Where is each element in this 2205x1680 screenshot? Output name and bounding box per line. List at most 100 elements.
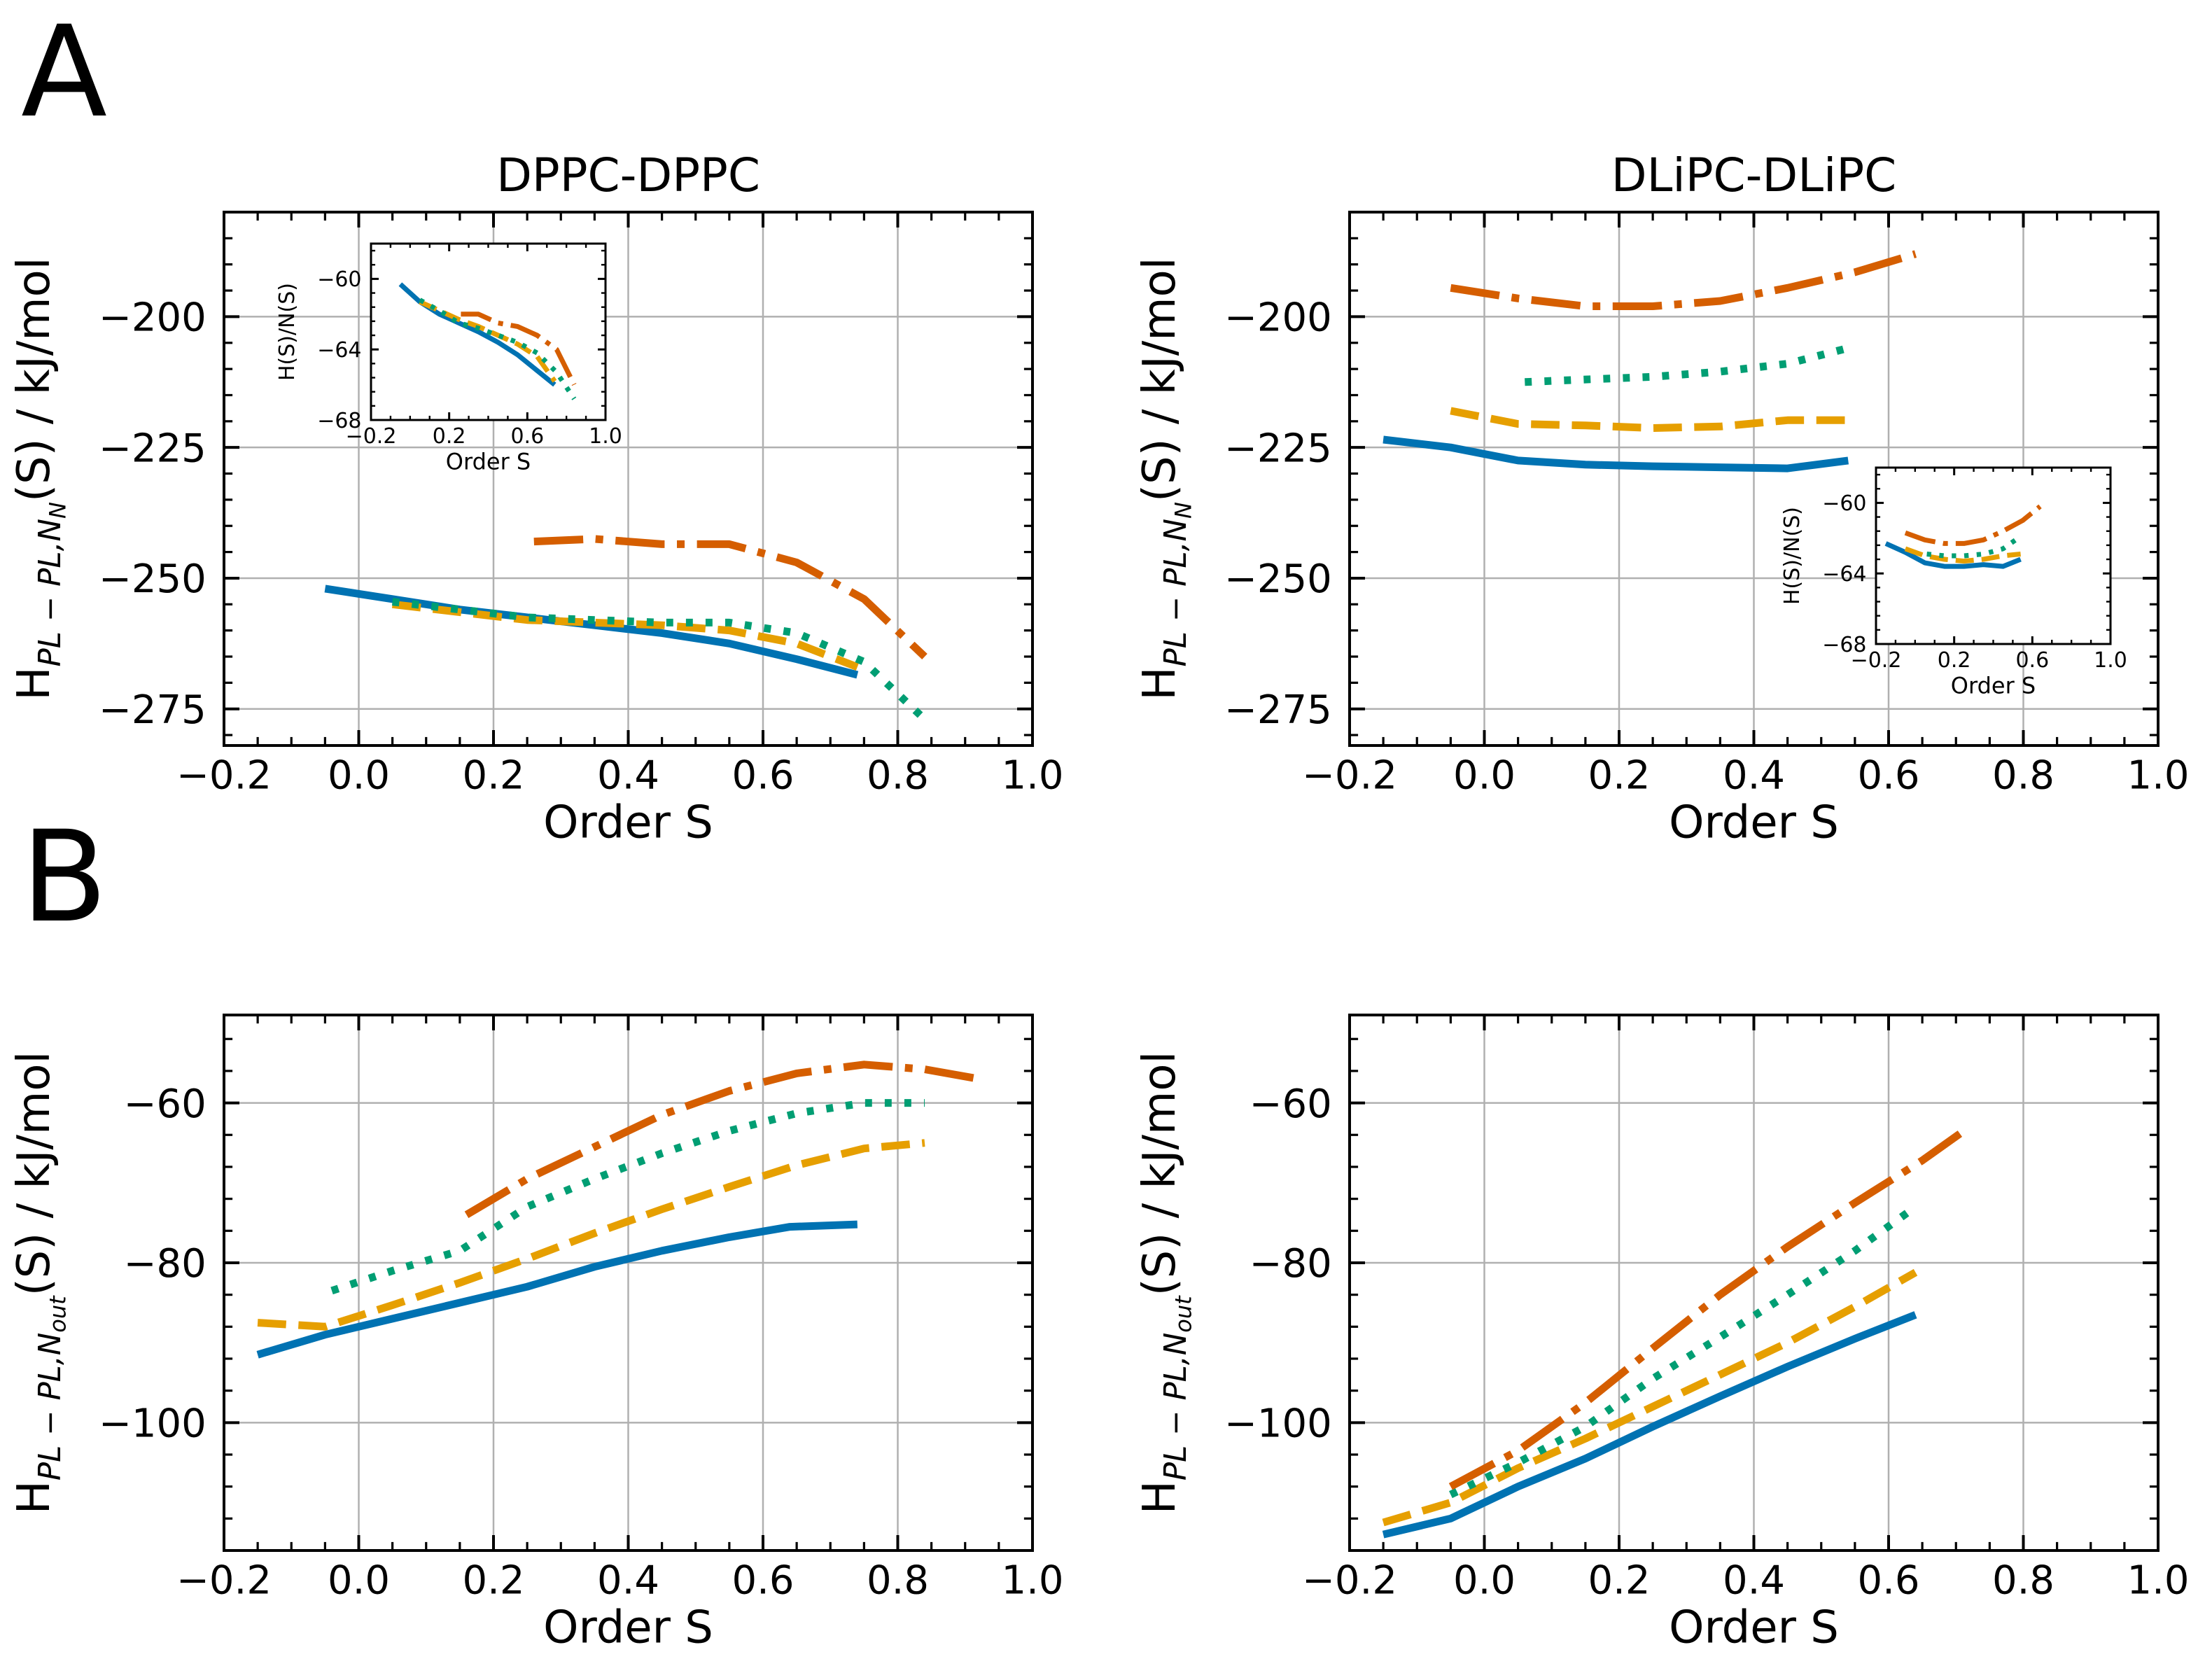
x-axis-label: Order S (1951, 673, 2036, 699)
x-axis-label: Order S (1669, 797, 1839, 849)
x-tick-label: 0.6 (732, 753, 794, 799)
x-tick-label: −0.2 (176, 1558, 272, 1604)
charts-group: −0.2 0.0 0.2 0.4 0.6 0.8 1.0 −275 −250 −225 −200 Or… (8, 148, 2190, 1654)
y-axis-label: HPL − PL,Nout(S) / kJ/mol (8, 1051, 71, 1515)
x-tick-label: 1.0 (1001, 1558, 1063, 1604)
x-tick-label: 0.4 (1723, 753, 1785, 799)
y-label-subscript: PL − PL,N (33, 1333, 68, 1480)
y-tick-label: −250 (99, 556, 206, 602)
x-axis-label: Order S (1669, 1602, 1839, 1654)
y-tick-label: −275 (1224, 687, 1332, 733)
chart-title: DPPC-DPPC (496, 148, 760, 202)
inset-y-axis-label: H(S)/N(S) (1780, 507, 1805, 605)
x-tick-label: 0.2 (433, 424, 466, 449)
x-tick-label: 0.6 (1857, 1558, 1919, 1604)
series-line-4 (461, 312, 577, 386)
series-group (1884, 504, 2042, 569)
x-axis-label: Order S (543, 1602, 713, 1654)
series-line-4 (1448, 1124, 1972, 1490)
x-axis-label: Order S (543, 797, 713, 849)
chart-A-left: −0.2 0.0 0.2 0.4 0.6 0.8 1.0 −275 −250 −225 −200 Or… (8, 148, 1064, 849)
y-label-h: H (8, 1480, 60, 1514)
x-tick-label: 1.0 (1001, 753, 1063, 799)
y-axis-label: HPL − PL,Nout(S) / kJ/mol (1134, 1051, 1197, 1515)
series-group (324, 535, 927, 722)
series-line-2 (391, 600, 859, 671)
y-label-subscript: PL − PL,N (1158, 519, 1194, 666)
series-line-2 (257, 1139, 925, 1331)
series-line-2 (1450, 407, 1849, 432)
x-tick-label: 0.8 (867, 753, 929, 799)
series-line-2 (1382, 1268, 1918, 1527)
series-line-1 (256, 1220, 858, 1359)
series-line-4 (533, 535, 927, 659)
y-label-rest: (S) / kJ/mol (1134, 1051, 1186, 1296)
series-line-4 (1450, 250, 1917, 310)
x-tick-label: −0.2 (346, 424, 397, 449)
chart-B-right: −0.2 0.0 0.2 0.4 0.6 0.8 1.0 −100 −80 −60 Order S H… (1134, 1014, 2190, 1654)
y-tick-label: −100 (99, 1401, 206, 1446)
y-tick-label: −60 (317, 267, 361, 292)
series-line-2 (1904, 546, 2021, 564)
y-label-subsubscript: out (1170, 1295, 1197, 1333)
x-tick-label: 1.0 (589, 424, 622, 449)
y-tick-label: −200 (1224, 295, 1332, 341)
y-tick-label: −80 (124, 1241, 206, 1287)
series-line-1 (1884, 541, 2022, 569)
x-tick-label: 0.8 (867, 1558, 929, 1604)
y-tick-label: −60 (124, 1082, 206, 1127)
x-tick-label: 0.6 (510, 424, 544, 449)
inset-A-right: −0.2 0.2 0.6 1.0 −68 −64 −60 Order S H(S)/N(S) (1780, 466, 2127, 699)
x-tick-label: 0.4 (1723, 1558, 1785, 1604)
x-axis-label: Order S (446, 449, 531, 475)
series-line-4 (464, 1060, 979, 1219)
x-tick-label: 0.6 (732, 1558, 794, 1604)
x-tick-label: 1.0 (2094, 648, 2127, 673)
series-line-4 (1904, 504, 2042, 546)
x-tick-label: 0.2 (1588, 753, 1650, 799)
y-label-rest: (S) / kJ/mol (8, 257, 60, 502)
x-tick-label: −0.2 (1302, 1558, 1397, 1604)
inset-A-left: −0.2 0.2 0.6 1.0 −68 −64 −60 Order S H(S)/N(S) (275, 242, 622, 475)
series-line-3 (1926, 534, 2022, 559)
y-label-subsubscript: N (45, 502, 71, 519)
chart-title: DLiPC-DLiPC (1611, 148, 1896, 202)
x-tick-label: 0.0 (328, 1558, 390, 1604)
y-tick-label: −225 (1224, 426, 1332, 471)
y-label-h: H (1134, 666, 1186, 700)
x-tick-label: 0.4 (597, 753, 659, 799)
x-tick-label: 0.6 (2015, 648, 2049, 673)
chart-B-left: −0.2 0.0 0.2 0.4 0.6 0.8 1.0 −100 −80 −60 Order S H… (8, 1014, 1064, 1654)
series-group (1382, 1124, 1972, 1539)
panel-label-a-text: A (21, 0, 107, 146)
y-tick-label: −200 (99, 295, 206, 341)
y-tick-label: −60 (1250, 1082, 1332, 1127)
x-tick-label: 0.4 (597, 1558, 659, 1604)
x-tick-label: 1.0 (2127, 753, 2189, 799)
series-line-1 (1382, 1311, 1917, 1539)
y-tick-label: −68 (1822, 633, 1866, 657)
y-label-h: H (1134, 1480, 1186, 1514)
chart-A-right: −0.2 0.0 0.2 0.4 0.6 0.8 1.0 −275 −250 −225 −200 Or… (1134, 148, 2190, 849)
y-tick-label: −250 (1224, 556, 1332, 602)
x-tick-label: 0.6 (1857, 753, 1919, 799)
y-tick-label: −64 (1822, 562, 1866, 587)
x-tick-label: 0.8 (1992, 1558, 2054, 1604)
inset-y-axis-label: H(S)/N(S) (275, 283, 300, 381)
x-tick-label: 0.8 (1992, 753, 2054, 799)
y-label-rest: (S) / kJ/mol (8, 1051, 60, 1296)
panel-label-b: B (21, 804, 108, 951)
x-tick-label: 0.2 (1938, 648, 1971, 673)
y-label-subscript: PL − PL,N (1158, 1333, 1194, 1480)
x-tick-label: 0.0 (328, 753, 390, 799)
series-line-3 (391, 598, 927, 722)
x-tick-label: 0.0 (1453, 753, 1516, 799)
series-group (398, 282, 577, 400)
series-line-3 (1449, 1203, 1918, 1499)
y-tick-label: −68 (317, 409, 361, 433)
series-line-3 (1525, 344, 1849, 386)
x-tick-label: −0.2 (176, 753, 272, 799)
y-tick-label: −100 (1224, 1401, 1332, 1446)
y-axis-label: HPL − PL,NN(S) / kJ/mol (1134, 257, 1197, 700)
